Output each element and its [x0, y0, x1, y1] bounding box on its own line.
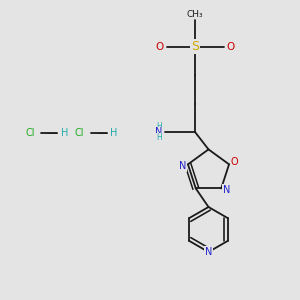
- Text: O: O: [226, 41, 234, 52]
- Text: H: H: [156, 133, 162, 142]
- Text: N: N: [205, 247, 212, 257]
- Text: N: N: [179, 161, 186, 171]
- Text: O: O: [156, 41, 164, 52]
- Text: CH₃: CH₃: [187, 10, 203, 19]
- Text: Cl: Cl: [25, 128, 35, 139]
- Text: H: H: [110, 128, 118, 139]
- Text: S: S: [191, 40, 199, 53]
- Text: H: H: [156, 122, 162, 131]
- Text: H: H: [61, 128, 68, 139]
- Text: N: N: [155, 127, 163, 137]
- Text: —: —: [47, 128, 58, 139]
- Text: N: N: [223, 185, 230, 195]
- Text: O: O: [231, 157, 238, 167]
- Text: Cl: Cl: [75, 128, 84, 139]
- Text: —: —: [96, 128, 108, 139]
